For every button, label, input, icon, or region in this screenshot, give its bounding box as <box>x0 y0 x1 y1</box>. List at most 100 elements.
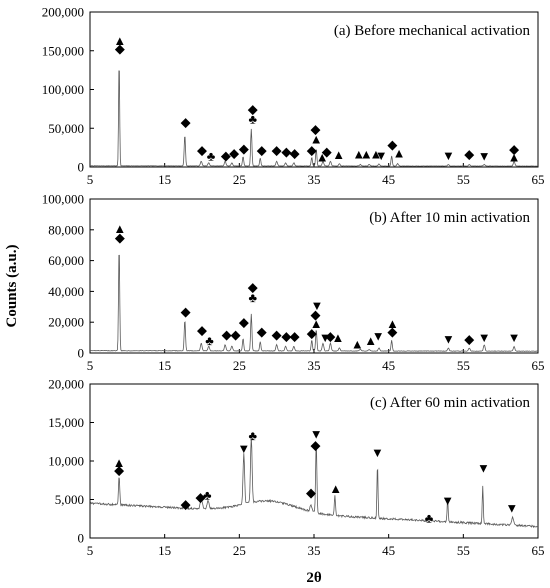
xrd-pattern-line <box>89 70 539 167</box>
phase-marker-diamond: ◆ <box>325 329 335 344</box>
panel-c: 0 5,000 10,000 15,000 20,000 5 15 25 35 45 55 65 ▲ ◆ ◆… <box>48 377 544 559</box>
y-tick-label: 100,000 <box>42 192 84 207</box>
phase-marker-triangle-up: ▲ <box>370 146 383 161</box>
phase-marker-diamond: ◆ <box>239 141 249 156</box>
phase-marker-diamond: ◆ <box>509 142 519 157</box>
x-tick-label: 15 <box>158 172 171 187</box>
phase-marker-diamond: ◆ <box>248 279 258 294</box>
phase-marker-triangle-down: ▼ <box>372 329 385 344</box>
y-tick-label: 10,000 <box>48 454 84 469</box>
y-tick-label: 50,000 <box>48 121 84 136</box>
phase-marker-diamond: ◆ <box>197 142 207 157</box>
phase-marker-triangle-down: ▼ <box>319 330 332 345</box>
y-tick-label: 0 <box>78 531 85 546</box>
y-tick-label: 100,000 <box>42 82 84 97</box>
y-tick-label: 60,000 <box>48 253 84 268</box>
phase-marker-diamond: ◆ <box>196 490 206 505</box>
phase-marker-triangle-down: ▼ <box>478 149 491 164</box>
phase-marker-diamond: ◆ <box>231 327 241 342</box>
y-tick-label: 5,000 <box>55 492 84 507</box>
panel-title: (a) Before mechanical activation <box>334 23 531 39</box>
phase-marker-diamond: ◆ <box>181 304 191 319</box>
x-tick-label: 5 <box>87 172 94 187</box>
phase-marker-diamond: ◆ <box>239 315 249 330</box>
x-tick-label: 5 <box>87 358 94 373</box>
phase-marker-diamond: ◆ <box>310 122 320 137</box>
phase-marker-triangle-up: ▲ <box>386 316 399 331</box>
phase-marker-triangle-up: ▲ <box>113 221 126 236</box>
xrd-pattern-line <box>89 254 539 352</box>
phase-marker-diamond: ◆ <box>310 437 320 452</box>
phase-marker-diamond: ◆ <box>322 144 332 159</box>
phase-marker-triangle-up: ▲ <box>360 146 373 161</box>
panel-b: 0 20,000 40,000 60,000 80,000 100,000 5 15 25 35 4… <box>42 192 545 374</box>
phase-marker-club: ♣ <box>425 510 434 525</box>
phase-marker-club: ♣ <box>205 333 214 348</box>
phase-marker-triangle-down: ▼ <box>441 493 454 508</box>
panel-title: (b) After 10 min activation <box>369 210 530 226</box>
phase-marker-triangle-down: ▼ <box>371 445 384 460</box>
phase-marker-club: ♣ <box>203 487 212 502</box>
phase-marker-triangle-down: ▼ <box>478 330 491 345</box>
phase-marker-diamond: ◆ <box>257 142 267 157</box>
phase-marker-triangle-up: ▲ <box>364 333 377 348</box>
x-tick-label: 35 <box>308 543 321 558</box>
phase-marker-triangle-up: ▲ <box>113 33 126 48</box>
x-tick-label: 65 <box>532 543 545 558</box>
phase-marker-club: ♣ <box>249 290 258 305</box>
y-tick-label: 20,000 <box>48 377 84 392</box>
x-tick-label: 25 <box>233 543 246 558</box>
phase-marker-diamond: ◆ <box>387 324 397 339</box>
phase-marker-diamond: ◆ <box>257 324 267 339</box>
phase-marker-diamond: ◆ <box>222 327 232 342</box>
y-axis-title: Counts (a.u.) <box>4 245 20 328</box>
x-tick-label: 45 <box>382 543 395 558</box>
phase-marker-triangle-down: ▼ <box>505 500 518 515</box>
x-axis-title: 2θ <box>306 570 322 586</box>
x-tick-label: 25 <box>233 358 246 373</box>
phase-marker-diamond: ◆ <box>248 101 258 116</box>
x-tick-label: 55 <box>457 358 470 373</box>
x-tick-label: 35 <box>308 172 321 187</box>
x-tick-label: 55 <box>457 543 470 558</box>
phase-marker-diamond: ◆ <box>464 146 474 161</box>
y-tick-label: 40,000 <box>48 284 84 299</box>
phase-marker-diamond: ◆ <box>181 115 191 130</box>
x-tick-label: 25 <box>233 172 246 187</box>
phase-marker-triangle-down: ▼ <box>442 148 455 163</box>
x-tick-label: 45 <box>382 172 395 187</box>
phase-marker-triangle-up: ▲ <box>332 147 345 162</box>
phase-marker-triangle-down: ▼ <box>477 460 490 475</box>
y-tick-label: 80,000 <box>48 222 84 237</box>
x-tick-label: 15 <box>158 543 171 558</box>
phase-marker-triangle-down: ▼ <box>442 332 455 347</box>
phase-marker-triangle-up: ▲ <box>393 146 406 161</box>
x-tick-label: 5 <box>87 543 94 558</box>
phase-marker-diamond: ◆ <box>221 148 231 163</box>
phase-marker-triangle-up: ▲ <box>310 132 323 147</box>
phase-marker-diamond: ◆ <box>272 142 282 157</box>
phase-marker-triangle-down: ▼ <box>237 441 250 456</box>
phase-marker-triangle-up: ▲ <box>316 149 329 164</box>
phase-marker-diamond: ◆ <box>181 497 191 512</box>
y-tick-label: 0 <box>78 160 85 175</box>
phase-marker-diamond: ◆ <box>310 307 320 322</box>
panel-title: (c) After 60 min activation <box>370 395 530 411</box>
phase-marker-club: ♣ <box>249 111 258 126</box>
phase-marker-triangle-up: ▲ <box>310 316 323 331</box>
phase-marker-triangle-up: ▲ <box>352 146 365 161</box>
x-tick-label: 45 <box>382 358 395 373</box>
x-tick-label: 15 <box>158 358 171 373</box>
phase-marker-diamond: ◆ <box>290 146 300 161</box>
phase-marker-diamond: ◆ <box>464 332 474 347</box>
phase-marker-triangle-down: ▼ <box>311 298 324 313</box>
phase-marker-triangle-up: ▲ <box>329 481 342 496</box>
panel-a: 0 50,000 100,000 150,000 200,000 5 15 25 35 45 55 6… <box>42 5 545 188</box>
phase-marker-triangle-down: ▼ <box>375 148 388 163</box>
phase-marker-triangle-down: ▼ <box>508 330 521 345</box>
y-tick-label: 20,000 <box>48 315 84 330</box>
phase-marker-diamond: ◆ <box>387 137 397 152</box>
phase-marker-diamond: ◆ <box>290 329 300 344</box>
y-tick-label: 15,000 <box>48 415 84 430</box>
